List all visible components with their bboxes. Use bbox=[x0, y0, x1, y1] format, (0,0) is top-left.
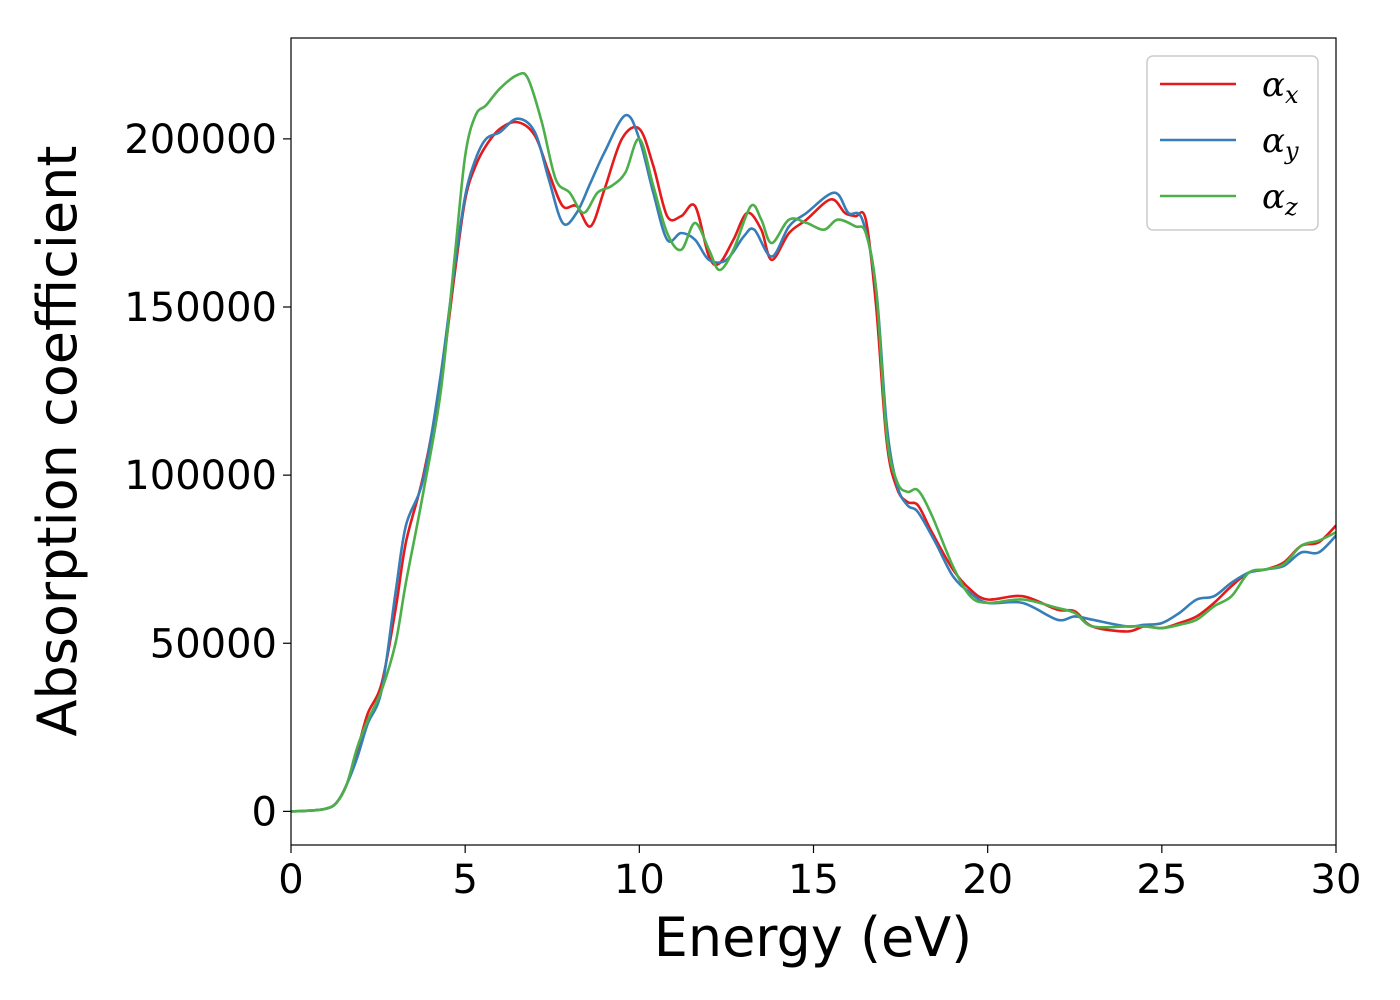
y-axis-label: Absorption coefficient bbox=[26, 146, 89, 737]
x-tick-label: 30 bbox=[1311, 857, 1362, 903]
x-axis-ticks: 0 5 10 15 20 25 30 bbox=[278, 845, 1361, 903]
y-tick-label: 100000 bbox=[124, 453, 277, 499]
legend-frame bbox=[1146, 55, 1319, 231]
x-tick-label: 20 bbox=[962, 857, 1013, 903]
x-tick-label: 0 bbox=[278, 857, 303, 903]
x-axis-label: Energy (eV) bbox=[654, 906, 973, 969]
series-line-y bbox=[291, 113, 1336, 813]
y-tick-label: 0 bbox=[252, 789, 277, 835]
x-tick-label: 5 bbox=[452, 857, 477, 903]
series-layer bbox=[291, 71, 1336, 813]
y-axis-ticks: 0 50000 100000 150000 200000 bbox=[124, 117, 291, 835]
legend: αx αy αz bbox=[1146, 55, 1319, 231]
series-line-z bbox=[291, 71, 1336, 813]
x-tick-label: 15 bbox=[788, 857, 839, 903]
legend-label-z: αz bbox=[1262, 177, 1298, 221]
legend-label-x: αx bbox=[1262, 65, 1299, 109]
x-tick-label: 10 bbox=[614, 857, 665, 903]
legend-label-y: αy bbox=[1262, 121, 1299, 165]
y-tick-label: 50000 bbox=[150, 621, 277, 667]
y-tick-label: 200000 bbox=[124, 117, 277, 163]
x-tick-label: 25 bbox=[1136, 857, 1187, 903]
legend-items: αx αy αz bbox=[1160, 65, 1299, 221]
y-tick-label: 150000 bbox=[124, 285, 277, 331]
